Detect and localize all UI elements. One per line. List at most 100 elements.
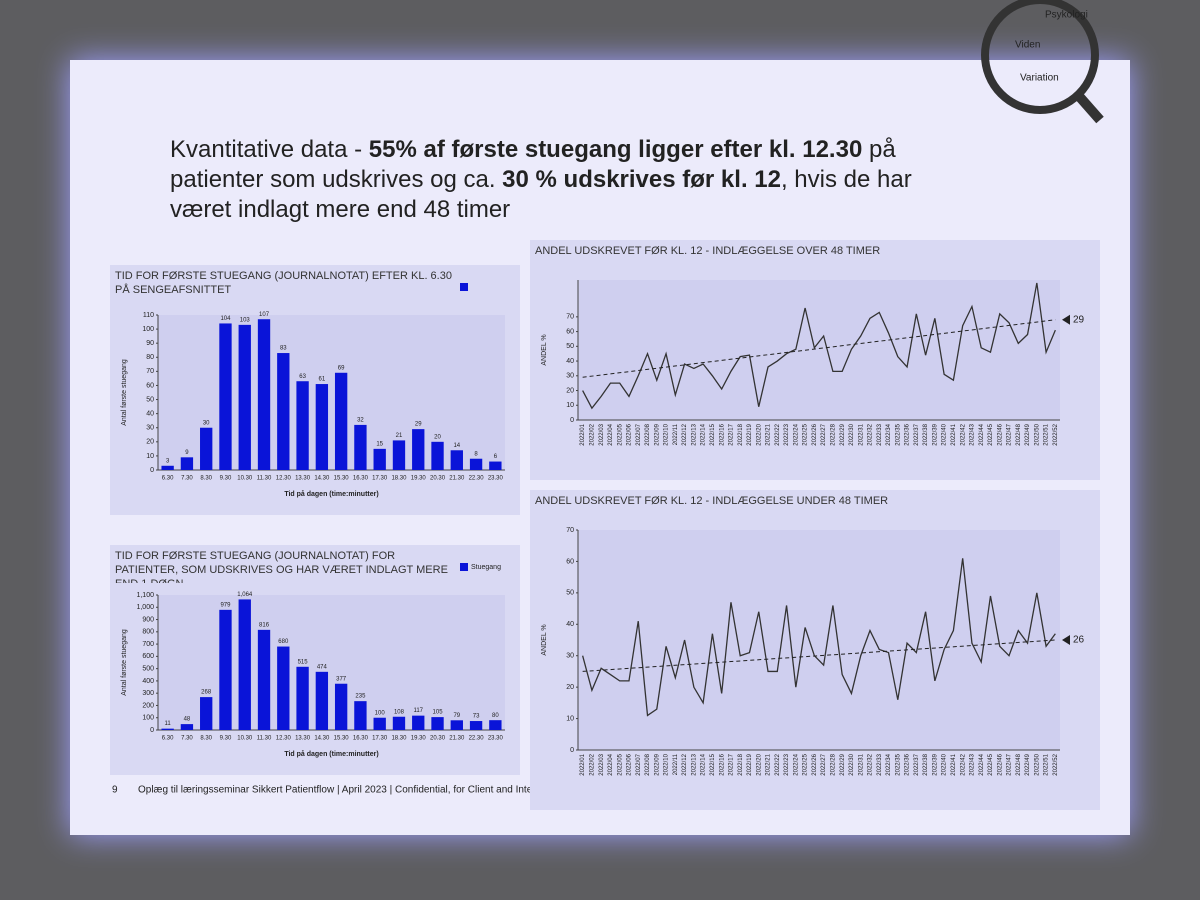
x-tick-label: 2022/18 <box>738 423 744 445</box>
x-tick-label: 2022/41 <box>951 753 957 775</box>
bar <box>200 697 213 730</box>
y-tick-label: 40 <box>146 410 154 417</box>
x-tick-label: 2022/32 <box>868 423 874 445</box>
y-axis-label: Antal første stuegang <box>121 629 128 696</box>
chart-title-box: TID FOR FØRSTE STUEGANG (JOURNALNOTAT) E… <box>115 270 452 296</box>
x-tick-label: 2022/14 <box>701 423 707 445</box>
y-axis-label: Antal første stuegang <box>121 359 128 426</box>
bar <box>238 599 251 730</box>
x-axis-label: Tid på dagen (time:minutter) <box>284 490 378 498</box>
bar <box>161 728 174 730</box>
x-tick-label: 7.30 <box>181 476 193 482</box>
value-label: 104 <box>220 316 231 322</box>
y-tick-label: 110 <box>143 312 154 319</box>
x-tick-label: 2022/13 <box>691 423 697 445</box>
x-tick-label: 2022/33 <box>877 753 883 775</box>
x-tick-label: 2022/45 <box>988 753 994 775</box>
x-tick-label: 2022/23 <box>784 753 790 775</box>
value-label: 100 <box>375 710 386 716</box>
value-label: 979 <box>220 602 231 608</box>
bar <box>277 353 290 470</box>
end-marker <box>1062 314 1070 325</box>
x-axis-label: Tid på dagen (time:minutter) <box>284 750 378 758</box>
x-tick-label: 11.30 <box>257 736 272 742</box>
x-tick-label: 14.30 <box>314 476 330 482</box>
x-tick-label: 2022/04 <box>608 753 614 775</box>
x-tick-label: 2022/12 <box>682 423 688 445</box>
x-tick-label: 2022/02 <box>589 753 595 775</box>
x-tick-label: 2022/26 <box>812 753 818 775</box>
bar <box>450 720 463 730</box>
x-tick-label: 2022/21 <box>766 423 772 445</box>
x-tick-label: 18.30 <box>391 736 407 742</box>
title-segment: , hvis de har været indlagt mere end 48 … <box>170 166 912 223</box>
x-tick-label: 19.30 <box>411 476 427 482</box>
x-tick-label: 2022/36 <box>905 423 911 445</box>
value-label: 6 <box>494 454 498 460</box>
x-tick-label: 2022/24 <box>793 753 799 775</box>
x-tick-label: 2022/09 <box>654 423 660 445</box>
y-tick-label: 500 <box>142 665 154 672</box>
x-tick-label: 2022/48 <box>1016 423 1022 445</box>
bar <box>296 666 309 730</box>
x-tick-label: 2022/34 <box>886 753 892 775</box>
value-label: 73 <box>473 714 480 720</box>
x-tick-label: 2022/45 <box>988 423 994 445</box>
value-label: 680 <box>278 639 289 645</box>
x-tick-label: 14.30 <box>314 736 330 742</box>
x-tick-label: 10.30 <box>237 736 253 742</box>
line <box>582 282 1056 410</box>
bar <box>219 609 232 730</box>
x-tick-label: 16.30 <box>353 476 369 482</box>
x-tick-label: 2022/17 <box>729 753 735 775</box>
value-label: 377 <box>336 676 347 682</box>
value-label: 80 <box>492 713 499 719</box>
x-tick-label: 2022/37 <box>914 753 920 775</box>
value-label: 69 <box>338 365 345 371</box>
line <box>582 558 1056 717</box>
bar <box>219 323 232 470</box>
x-tick-label: 20.30 <box>430 476 446 482</box>
value-label: 235 <box>355 694 366 700</box>
value-label: 11 <box>165 721 172 727</box>
y-tick-label: 10 <box>566 402 574 409</box>
y-tick-label: 600 <box>142 653 154 660</box>
x-tick-label: 18.30 <box>391 476 407 482</box>
y-tick-label: 80 <box>146 354 154 361</box>
x-tick-label: 21.30 <box>449 736 465 742</box>
y-tick-label: 60 <box>146 382 154 389</box>
legend-swatch <box>460 563 468 571</box>
bar <box>392 716 406 730</box>
value-label: 816 <box>259 622 270 628</box>
x-tick-label: 2022/39 <box>932 423 938 445</box>
x-tick-label: 2022/08 <box>645 753 651 775</box>
x-tick-label: 2022/36 <box>905 753 911 775</box>
logo-handle <box>1074 91 1104 124</box>
x-tick-label: 23.30 <box>488 736 504 742</box>
x-tick-label: 16.30 <box>353 736 369 742</box>
x-tick-label: 2022/21 <box>766 753 772 775</box>
chart-title: TID FOR FØRSTE STUEGANG (JOURNALNOTAT) F… <box>115 550 448 583</box>
x-tick-label: 7.30 <box>181 736 193 742</box>
x-tick-label: 2022/31 <box>858 753 864 775</box>
x-tick-label: 8.30 <box>200 476 212 482</box>
plot-area <box>578 530 1060 750</box>
x-tick-label: 2022/27 <box>821 423 827 445</box>
x-tick-label: 17.30 <box>372 736 388 742</box>
bar <box>354 701 367 730</box>
bar <box>238 324 251 470</box>
bar <box>469 721 483 730</box>
x-tick-label: 2022/18 <box>738 753 744 775</box>
y-axis-label: ANDEL % <box>541 624 548 655</box>
value-label: 79 <box>453 713 460 719</box>
value-label: 29 <box>415 422 422 428</box>
x-tick-label: 2022/34 <box>886 423 892 445</box>
bar <box>450 450 463 470</box>
x-tick-label: 2022/35 <box>895 753 901 775</box>
x-tick-label: 2022/51 <box>1044 423 1050 445</box>
title-segment: 30 % udskrives før kl. 12 <box>502 166 781 193</box>
x-tick-label: 2022/10 <box>664 423 670 445</box>
x-tick-label: 2022/40 <box>942 423 948 445</box>
y-tick-label: 0 <box>570 747 574 754</box>
y-tick-label: 400 <box>142 678 154 685</box>
